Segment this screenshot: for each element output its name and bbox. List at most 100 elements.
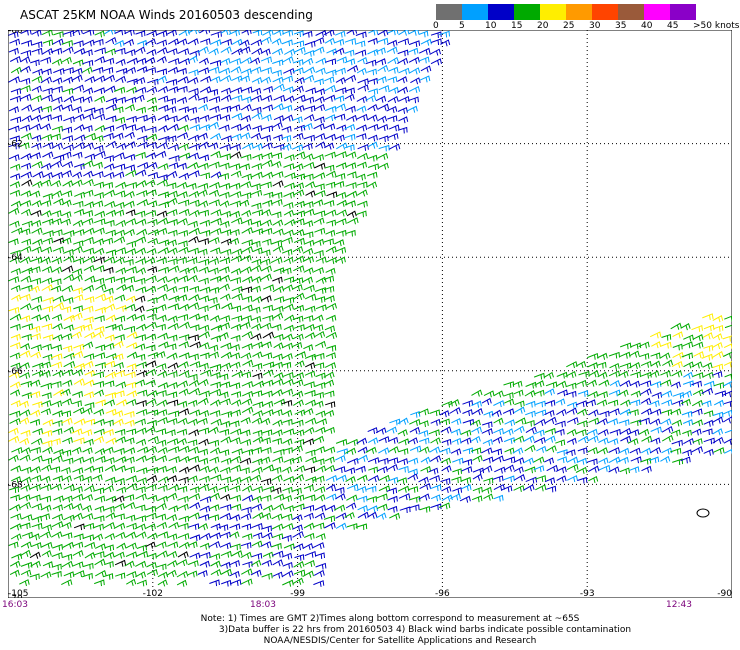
wind-barb — [302, 142, 313, 150]
wind-barb — [251, 209, 264, 216]
wind-barb — [240, 551, 252, 559]
wind-barb — [209, 181, 221, 189]
wind-barb — [147, 266, 158, 274]
wind-barb — [197, 397, 209, 405]
wind-barb — [114, 163, 126, 171]
wind-barb — [178, 341, 189, 349]
wind-barb — [176, 558, 188, 567]
wind-barb — [155, 323, 166, 331]
wind-barb — [387, 95, 399, 104]
wind-barb — [546, 485, 557, 493]
wind-barb — [30, 209, 42, 217]
wind-barb — [608, 466, 620, 474]
wind-barb — [303, 381, 315, 388]
wind-barb — [303, 66, 316, 74]
wind-barb — [135, 169, 147, 177]
wind-barb — [220, 315, 231, 322]
wind-barb — [304, 323, 315, 332]
wind-barb — [325, 181, 336, 189]
wind-barb — [346, 190, 358, 198]
wind-barb — [293, 561, 305, 569]
wind-barb — [262, 284, 275, 292]
wind-barb — [94, 210, 106, 218]
wind-barb — [136, 579, 148, 587]
wind-barb — [375, 58, 387, 66]
wind-barb — [137, 389, 148, 397]
wind-barb — [166, 208, 178, 216]
wind-barb — [357, 189, 368, 197]
wind-barb — [294, 200, 305, 208]
wind-barb — [147, 200, 158, 208]
wind-barb — [576, 457, 588, 465]
wind-barb — [419, 75, 431, 83]
wind-barb — [115, 456, 127, 464]
wind-barb — [31, 142, 42, 150]
wind-barb — [135, 323, 147, 331]
wind-barb — [282, 418, 293, 426]
wind-barb — [73, 47, 86, 55]
wind-barb — [81, 217, 94, 225]
wind-barb — [397, 86, 409, 94]
wind-barb — [241, 398, 253, 406]
wind-barb — [103, 171, 115, 179]
wind-barb — [188, 493, 201, 501]
wind-barb — [315, 426, 326, 434]
wind-barb — [722, 409, 732, 417]
wind-barb — [136, 400, 147, 407]
wind-barb — [168, 410, 180, 418]
wind-barb — [53, 302, 65, 310]
wind-barb — [198, 124, 211, 131]
wind-barb — [156, 521, 168, 530]
wind-barb — [51, 266, 63, 274]
wind-barb — [31, 246, 42, 254]
wind-barb — [513, 425, 525, 433]
wind-barb — [41, 399, 52, 407]
wind-barb — [124, 411, 135, 418]
wind-barb — [228, 237, 240, 245]
wind-barb — [103, 399, 115, 407]
wind-barb — [640, 371, 652, 379]
wind-barb — [240, 218, 253, 226]
wind-barb — [115, 267, 126, 275]
wind-barb — [228, 30, 240, 37]
wind-barb — [177, 533, 190, 540]
wind-barb — [649, 446, 662, 455]
wind-barb — [418, 446, 430, 454]
wind-barb — [31, 474, 42, 482]
wind-barb — [378, 84, 390, 92]
wind-barb — [187, 418, 198, 426]
wind-barb — [167, 315, 178, 323]
wind-barb — [20, 380, 32, 388]
wind-barb — [124, 104, 135, 112]
wind-barb — [123, 456, 135, 464]
wind-barb — [8, 31, 19, 38]
wind-barb — [261, 400, 274, 408]
wind-barb — [166, 239, 177, 247]
wind-barb — [260, 437, 271, 444]
wind-barb — [252, 30, 263, 36]
wind-barb — [670, 429, 681, 437]
wind-barb — [691, 428, 702, 436]
wind-barb — [8, 541, 19, 549]
wind-barb — [681, 341, 694, 349]
wind-barb — [523, 457, 534, 465]
wind-barb — [207, 485, 218, 493]
wind-barb — [304, 559, 315, 567]
wind-barb — [588, 465, 600, 473]
wind-barb — [52, 370, 64, 378]
wind-barb — [378, 162, 389, 170]
wind-barb — [334, 487, 345, 494]
wind-barb — [219, 293, 231, 301]
wind-barb — [50, 278, 62, 286]
wind-barb — [387, 76, 398, 83]
wind-barb — [220, 568, 232, 576]
wind-barb — [187, 455, 200, 463]
wind-barb — [377, 103, 390, 111]
wind-barb — [545, 399, 556, 407]
wind-barb — [260, 181, 272, 189]
wind-barb — [261, 238, 272, 246]
wind-barb — [20, 162, 32, 170]
wind-barb — [167, 541, 179, 549]
wind-barb — [115, 190, 126, 198]
wind-barb — [113, 370, 125, 377]
